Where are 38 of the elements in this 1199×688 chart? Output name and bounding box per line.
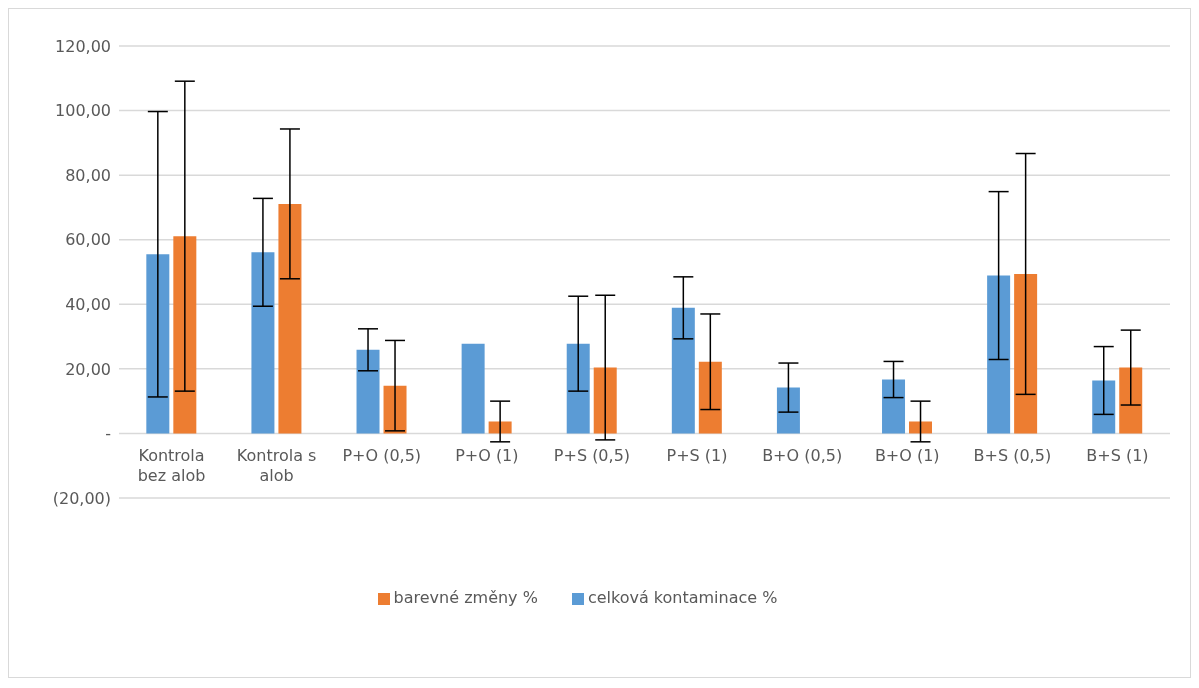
legend-label: celková kontaminace % <box>587 588 778 607</box>
bar <box>593 367 617 434</box>
x-tick-label: Kontrola s alob <box>236 446 317 486</box>
y-tick-label: 100,00 <box>55 101 111 121</box>
y-tick-label: - <box>105 424 111 444</box>
y-tick-label: 80,00 <box>65 165 111 185</box>
bar <box>566 343 590 434</box>
x-tick-label: Kontrola bez alob <box>137 446 206 486</box>
y-tick-label: 40,00 <box>65 294 111 314</box>
bar <box>987 275 1011 434</box>
y-tick-label: 60,00 <box>65 230 111 250</box>
x-tick-label: B+O (0,5) <box>762 446 843 466</box>
bar <box>1092 380 1116 434</box>
legend-label: barevné změny % <box>393 588 538 607</box>
bar <box>776 387 800 434</box>
x-tick-label: P+S (0,5) <box>553 446 631 466</box>
x-tick-label: B+S (0,5) <box>973 446 1052 466</box>
bar <box>173 236 197 434</box>
bar <box>146 254 170 434</box>
y-tick-label: 120,00 <box>55 36 111 56</box>
bar <box>488 421 512 434</box>
bar <box>671 307 695 434</box>
y-tick-label: (20,00) <box>52 488 111 508</box>
bar <box>909 421 933 434</box>
bar <box>278 203 302 434</box>
x-tick-label: P+S (1) <box>666 446 728 466</box>
bar <box>461 343 485 434</box>
x-tick-label: B+S (1) <box>1086 446 1149 466</box>
y-tick-label: 20,00 <box>65 359 111 379</box>
bar <box>698 361 722 434</box>
bar <box>1014 273 1038 434</box>
x-tick-label: P+O (0,5) <box>342 446 422 466</box>
bar <box>1119 367 1143 434</box>
bar <box>356 349 380 434</box>
bar <box>882 379 906 434</box>
x-tick-label: P+O (1) <box>455 446 519 466</box>
x-tick-label: B+O (1) <box>874 446 940 466</box>
bar <box>251 252 275 434</box>
